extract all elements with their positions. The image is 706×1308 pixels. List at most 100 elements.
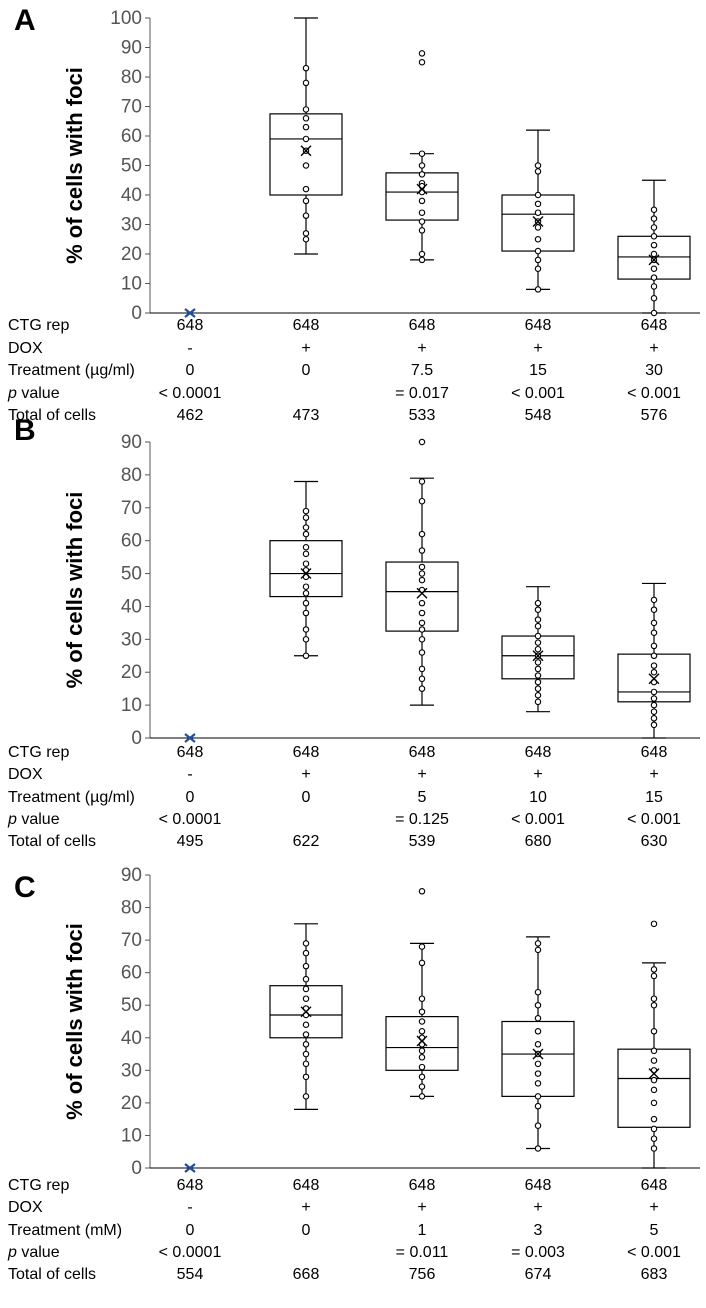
- data-point: [534, 191, 542, 199]
- data-point: [650, 1076, 658, 1084]
- table-cell: 648: [641, 317, 668, 334]
- data-point: [534, 599, 542, 607]
- table-cell: 683: [641, 1266, 668, 1283]
- data-point: [302, 507, 310, 515]
- table-cell: +: [533, 766, 542, 783]
- data-point: [534, 1080, 542, 1087]
- data-point: [650, 1115, 658, 1123]
- data-point: [302, 185, 310, 193]
- mean-marker: [300, 568, 312, 580]
- data-point: [418, 649, 426, 656]
- data-point: [302, 590, 310, 597]
- box-group-4: [501, 936, 575, 1152]
- data-point: [534, 988, 542, 996]
- y-tick-label: 70: [121, 498, 142, 519]
- data-point: [418, 626, 426, 633]
- data-point: [534, 168, 542, 175]
- y-tick-label: 20: [121, 244, 142, 265]
- data-point: [534, 236, 542, 243]
- table-cell: 5: [650, 1222, 659, 1239]
- y-tick-label: 60: [121, 963, 142, 984]
- data-point: [650, 1047, 658, 1055]
- data-point: [534, 162, 542, 169]
- y-tick-label: 90: [121, 38, 142, 59]
- table-cell: -: [187, 766, 192, 783]
- data-point: [534, 286, 542, 293]
- table-cell: 473: [293, 407, 320, 424]
- data-point: [650, 596, 658, 604]
- table-cell: +: [417, 1199, 426, 1216]
- data-point: [650, 241, 658, 249]
- row-label: DOX: [8, 1199, 43, 1216]
- data-point: [650, 1001, 658, 1009]
- table-cell: 630: [641, 833, 668, 850]
- data-point: [534, 632, 542, 640]
- y-tick-label: 0: [131, 1158, 142, 1179]
- data-point: [650, 701, 658, 709]
- data-point: [418, 1063, 426, 1071]
- data-point: [418, 685, 426, 692]
- data-point: [534, 1145, 542, 1152]
- data-point: [534, 265, 542, 272]
- data-point: [302, 609, 310, 617]
- y-tick-label: 70: [121, 97, 142, 118]
- data-point: [418, 563, 426, 571]
- y-tick-label: 40: [121, 596, 142, 617]
- data-point: [534, 685, 542, 692]
- data-point: [418, 150, 426, 157]
- data-point: [650, 721, 658, 729]
- table-cell: < 0.0001: [159, 811, 222, 828]
- table-cell: < 0.001: [627, 811, 681, 828]
- panel-a: A % of cells with foci 0 10 20 30 40 50 60 70 80 90…: [7, 4, 700, 424]
- data-point: [534, 1060, 542, 1068]
- box-group-4: [501, 129, 575, 293]
- mean-marker: [532, 1048, 544, 1060]
- panel-letter: B: [14, 414, 36, 447]
- data-point: [418, 675, 426, 683]
- data-point: [650, 1145, 658, 1152]
- data-point: [418, 256, 426, 264]
- row-label: Total of cells: [8, 833, 96, 850]
- table-cell: 0: [186, 789, 195, 806]
- data-point: [302, 1031, 310, 1038]
- data-point: [650, 652, 658, 660]
- table-cell: 30: [645, 362, 663, 379]
- data-point: [302, 1093, 310, 1100]
- y-tick-label: 40: [121, 185, 142, 206]
- table-cell: +: [649, 766, 658, 783]
- data-point: [302, 162, 310, 169]
- data-point: [302, 949, 310, 957]
- table-cell: = 0.017: [395, 385, 449, 402]
- table-cell: 15: [529, 362, 547, 379]
- table-cell: +: [533, 1199, 542, 1216]
- y-tick-label: 80: [121, 67, 142, 88]
- y-tick-label: 30: [121, 215, 142, 236]
- data-point: [650, 309, 658, 317]
- data-point: [650, 966, 658, 973]
- data-point: [650, 206, 658, 214]
- data-point: [650, 695, 658, 702]
- data-point: [418, 959, 426, 967]
- data-point: [650, 1057, 658, 1064]
- table-cell: 5: [418, 789, 427, 806]
- data-point: [534, 209, 542, 216]
- box-group-3: [385, 438, 459, 706]
- data-point: [418, 1008, 426, 1015]
- data-point: [534, 256, 542, 264]
- data-point: [418, 547, 426, 554]
- panel-c: C% of cells with foci0102030405060708090…: [7, 865, 700, 1283]
- data-point: [302, 197, 310, 205]
- box-group-2: [269, 480, 343, 660]
- data-point: [650, 1125, 658, 1133]
- row-label: CTG rep: [8, 317, 69, 334]
- data-point: [534, 616, 542, 623]
- table-cell: 0: [302, 789, 311, 806]
- control-mean-marker: [184, 1163, 196, 1173]
- table-cell: = 0.011: [396, 1244, 449, 1261]
- data-point: [650, 1135, 658, 1142]
- data-point: [302, 1021, 310, 1029]
- table-cell: 533: [409, 407, 436, 424]
- data-point: [302, 975, 310, 983]
- data-point: [650, 224, 658, 231]
- data-point: [418, 50, 426, 57]
